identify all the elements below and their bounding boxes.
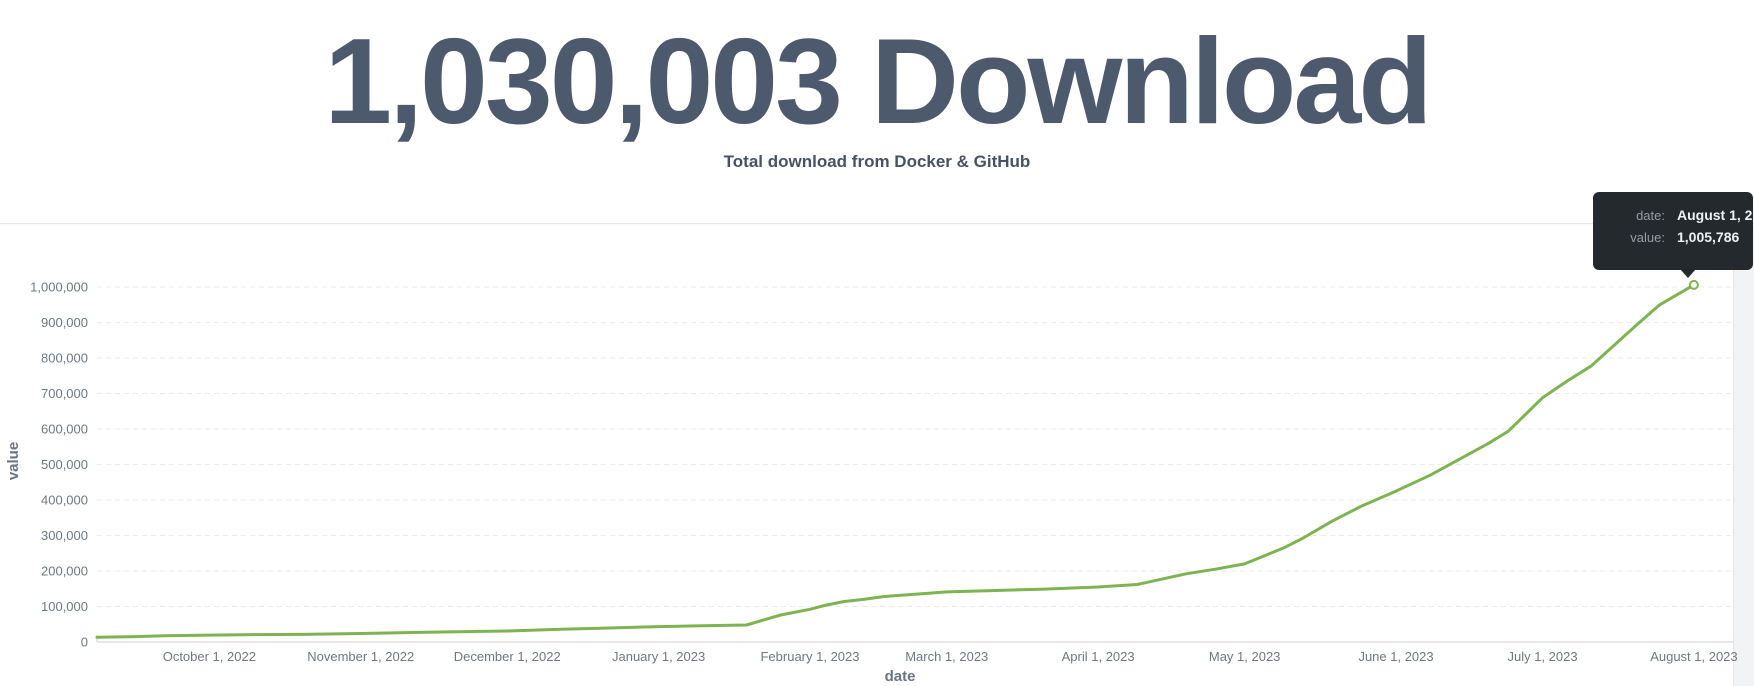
right-gutter: [1733, 225, 1754, 686]
x-tick-label: May 1, 2023: [1209, 649, 1281, 664]
tooltip-date-label: date:: [1636, 208, 1665, 223]
page-title: 1,030,003 Download: [324, 13, 1432, 149]
tooltip-date-value: August 1, 2023: [1677, 207, 1754, 223]
y-tick-label: 700,000: [41, 386, 88, 401]
y-axis-title: value: [5, 442, 22, 480]
x-tick-label: January 1, 2023: [612, 649, 705, 664]
tooltip-date-row: date: August 1, 2023: [1603, 207, 1754, 223]
y-tick-label: 400,000: [41, 493, 88, 508]
y-tick-label: 900,000: [41, 315, 88, 330]
header: 1,030,003 Download Total download from D…: [0, 0, 1754, 224]
series-group: [95, 279, 1699, 639]
chart-tooltip: date: August 1, 2023 value: 1,005,786: [1593, 192, 1754, 278]
x-axis-title: date: [885, 668, 916, 685]
x-tick-label: November 1, 2022: [307, 649, 414, 664]
gridlines: [97, 286, 1733, 607]
x-axis: [96, 635, 1733, 643]
page-subtitle: Total download from Docker & GitHub: [723, 152, 1031, 171]
x-tick-label: April 1, 2023: [1062, 649, 1135, 664]
x-tick-label: August 1, 2023: [1650, 649, 1737, 664]
y-tick-label: 800,000: [41, 351, 88, 366]
x-tick-labels: October 1, 2022 November 1, 2022 December …: [163, 649, 1738, 664]
y-tick-label: 200,000: [41, 564, 88, 579]
x-tick-label: October 1, 2022: [163, 649, 256, 664]
series-line: [95, 283, 1696, 639]
downloads-line-chart: 0 100,000 200,000 300,000 400,000 500,000 600,…: [5, 279, 1738, 686]
y-tick-label: 600,000: [41, 422, 88, 437]
chart-section: 0 100,000 200,000 300,000 400,000 500,000 600,…: [0, 225, 1754, 686]
y-tick-label: 1,000,000: [30, 280, 88, 295]
x-tick-label: July 1, 2023: [1507, 649, 1577, 664]
y-tick-label: 500,000: [41, 457, 88, 472]
tooltip-value-row: value: 1,005,786: [1603, 229, 1743, 245]
y-tick-label: 0: [81, 635, 88, 650]
y-tick-label: 100,000: [41, 599, 88, 614]
y-tick-label: 300,000: [41, 528, 88, 543]
x-tick-label: March 1, 2023: [905, 649, 988, 664]
x-tick-label: February 1, 2023: [760, 649, 859, 664]
tooltip-value-label: value:: [1630, 230, 1665, 245]
last-point-marker[interactable]: [1688, 279, 1699, 290]
tooltip-value-value: 1,005,786: [1677, 229, 1740, 245]
y-tick-labels: 0 100,000 200,000 300,000 400,000 500,000 600,…: [30, 280, 88, 650]
x-tick-label: December 1, 2022: [454, 649, 561, 664]
x-tick-label: June 1, 2023: [1358, 649, 1433, 664]
